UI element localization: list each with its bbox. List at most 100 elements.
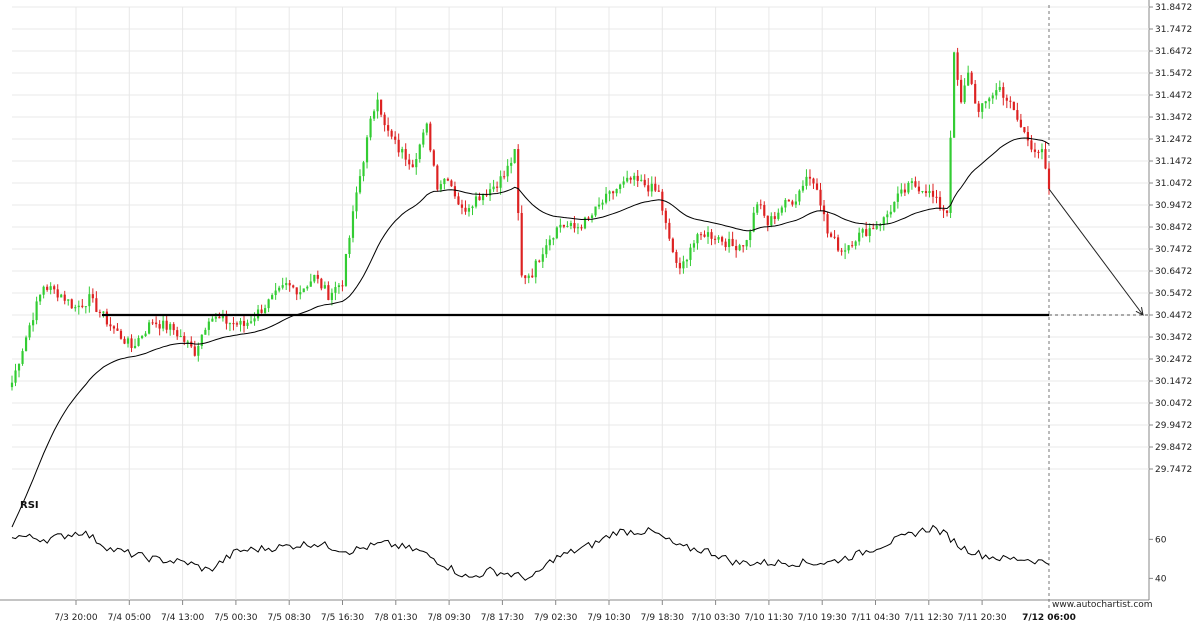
candle-body	[35, 301, 38, 321]
candle-body	[1012, 101, 1015, 111]
candle-body	[1040, 149, 1044, 153]
candle	[372, 109, 376, 122]
candle-body	[299, 292, 302, 295]
candle	[917, 180, 921, 195]
candle	[488, 183, 492, 201]
x-tick-label: 7/9 02:30	[534, 613, 578, 623]
candle-body	[928, 190, 931, 194]
candle	[130, 334, 133, 353]
candle	[35, 296, 38, 325]
y-tick-label: 31.0472	[1155, 179, 1192, 189]
candle-body	[910, 181, 913, 183]
candle	[281, 277, 284, 290]
candle	[348, 235, 351, 258]
candle-body	[302, 288, 305, 293]
candle-body	[590, 215, 594, 219]
candle	[334, 281, 337, 301]
candlestick-series	[10, 47, 1051, 391]
candle	[654, 176, 657, 193]
candle-body	[858, 232, 861, 242]
candle-body	[344, 253, 348, 286]
forecast-arrow-head	[1135, 307, 1144, 316]
y-tick-label: 30.8472	[1155, 223, 1192, 233]
x-tick-label: 7/8 17:30	[481, 613, 525, 623]
candle-body	[137, 338, 140, 346]
candle	[411, 159, 414, 168]
candle-body	[706, 232, 710, 237]
candle	[169, 322, 172, 336]
candle	[900, 183, 903, 197]
candle	[1019, 113, 1022, 128]
candle	[713, 235, 717, 245]
candle-body	[355, 192, 358, 212]
y-tick-label: 30.2472	[1155, 355, 1192, 365]
candle	[675, 249, 678, 268]
candle-body	[274, 290, 277, 296]
candle-body	[604, 193, 608, 203]
candle-body	[692, 243, 696, 248]
candle	[418, 143, 421, 163]
candle	[179, 329, 182, 338]
candle	[77, 300, 80, 315]
candle	[995, 83, 998, 100]
candle-body	[608, 191, 611, 194]
candle	[699, 231, 703, 240]
candle-body	[759, 204, 762, 206]
candle	[295, 287, 298, 301]
candle-body	[703, 234, 706, 237]
candle-body	[977, 103, 980, 112]
candle	[32, 312, 35, 332]
candle-body	[935, 196, 938, 198]
candle-body	[766, 215, 769, 226]
candle	[626, 170, 629, 183]
candle-body	[88, 294, 91, 307]
candle-body	[200, 334, 203, 347]
candle-body	[148, 322, 151, 334]
candle	[928, 184, 931, 198]
candle-body	[158, 324, 161, 329]
candle	[46, 284, 49, 292]
candle-body	[861, 229, 864, 233]
candle	[594, 206, 597, 218]
moving-average-line	[11, 137, 1050, 528]
candle	[408, 153, 411, 170]
candle	[780, 205, 783, 216]
candle	[249, 315, 253, 325]
candle-body	[394, 136, 397, 140]
candle-body	[879, 224, 882, 226]
candle-body	[967, 72, 970, 86]
candle	[960, 74, 963, 104]
candle	[808, 169, 812, 186]
candle-body	[365, 137, 369, 163]
candle	[42, 285, 45, 299]
candle	[225, 310, 228, 330]
candle	[457, 192, 460, 206]
candle-body	[49, 286, 52, 290]
candle	[615, 188, 618, 197]
candle-body	[506, 165, 509, 177]
candle-body	[372, 111, 376, 119]
candle-body	[731, 238, 734, 247]
candle-body	[401, 149, 404, 153]
candle	[882, 216, 885, 231]
candle-body	[643, 179, 646, 186]
candle	[552, 237, 555, 246]
candle-body	[380, 99, 383, 115]
candle	[39, 294, 42, 305]
forecast-arrow	[1048, 188, 1144, 316]
candle	[1044, 141, 1047, 170]
candle	[316, 270, 319, 284]
candle-body	[840, 250, 843, 252]
candle	[991, 92, 994, 104]
candle-body	[938, 197, 942, 210]
candle-body	[738, 245, 741, 251]
candle-body	[485, 194, 488, 196]
candle-body	[84, 306, 87, 308]
candle-body	[28, 325, 31, 338]
candle-body	[119, 330, 123, 339]
x-tick-label: 7/8 01:30	[374, 613, 418, 623]
candle-body	[14, 370, 17, 383]
candle	[749, 229, 752, 248]
candle-body	[408, 159, 411, 165]
candle-body	[597, 204, 601, 207]
